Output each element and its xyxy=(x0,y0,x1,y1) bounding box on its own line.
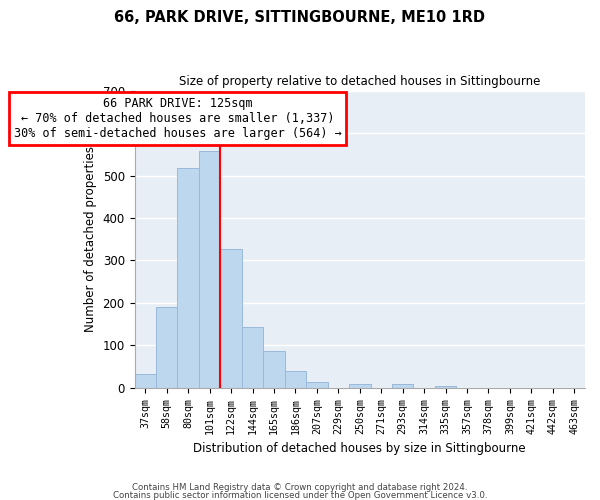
X-axis label: Distribution of detached houses by size in Sittingbourne: Distribution of detached houses by size … xyxy=(193,442,526,455)
Bar xyxy=(178,168,199,388)
Text: 66 PARK DRIVE: 125sqm
← 70% of detached houses are smaller (1,337)
30% of semi-d: 66 PARK DRIVE: 125sqm ← 70% of detached … xyxy=(14,97,341,140)
Bar xyxy=(134,374,156,388)
Bar xyxy=(285,370,306,388)
Bar xyxy=(242,327,263,388)
Text: Contains HM Land Registry data © Crown copyright and database right 2024.: Contains HM Land Registry data © Crown c… xyxy=(132,484,468,492)
Bar xyxy=(392,384,413,388)
Bar xyxy=(220,248,242,388)
Title: Size of property relative to detached houses in Sittingbourne: Size of property relative to detached ho… xyxy=(179,75,541,88)
Text: Contains public sector information licensed under the Open Government Licence v3: Contains public sector information licen… xyxy=(113,490,487,500)
Bar xyxy=(263,352,285,388)
Bar xyxy=(435,386,457,388)
Bar xyxy=(306,382,328,388)
Text: 66, PARK DRIVE, SITTINGBOURNE, ME10 1RD: 66, PARK DRIVE, SITTINGBOURNE, ME10 1RD xyxy=(115,10,485,25)
Bar xyxy=(199,152,220,388)
Y-axis label: Number of detached properties: Number of detached properties xyxy=(84,146,97,332)
Bar xyxy=(156,307,178,388)
Bar xyxy=(349,384,371,388)
